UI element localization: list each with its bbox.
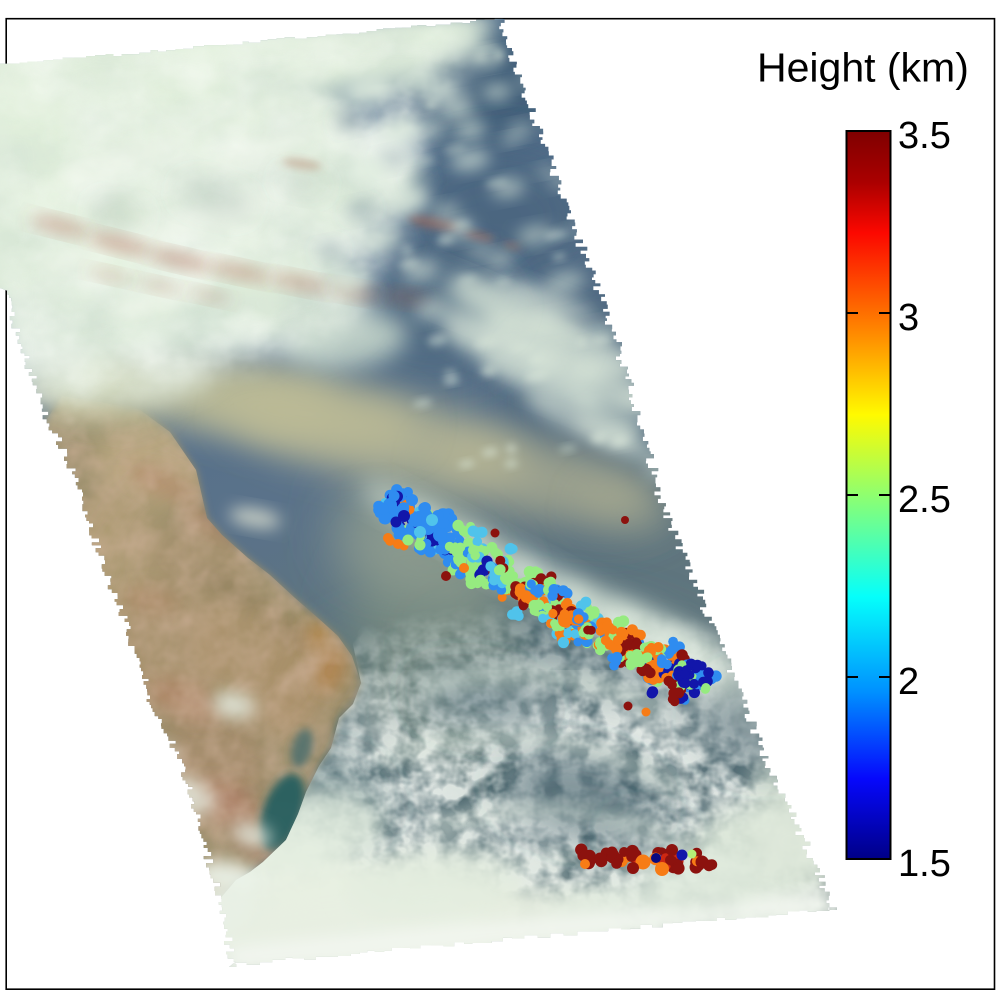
svg-text:2.5: 2.5 bbox=[898, 479, 951, 521]
svg-text:Height (km): Height (km) bbox=[757, 45, 969, 91]
svg-text:1.5: 1.5 bbox=[898, 843, 951, 885]
svg-text:3.5: 3.5 bbox=[898, 115, 951, 157]
svg-text:3: 3 bbox=[898, 297, 919, 339]
svg-text:2: 2 bbox=[898, 661, 919, 703]
